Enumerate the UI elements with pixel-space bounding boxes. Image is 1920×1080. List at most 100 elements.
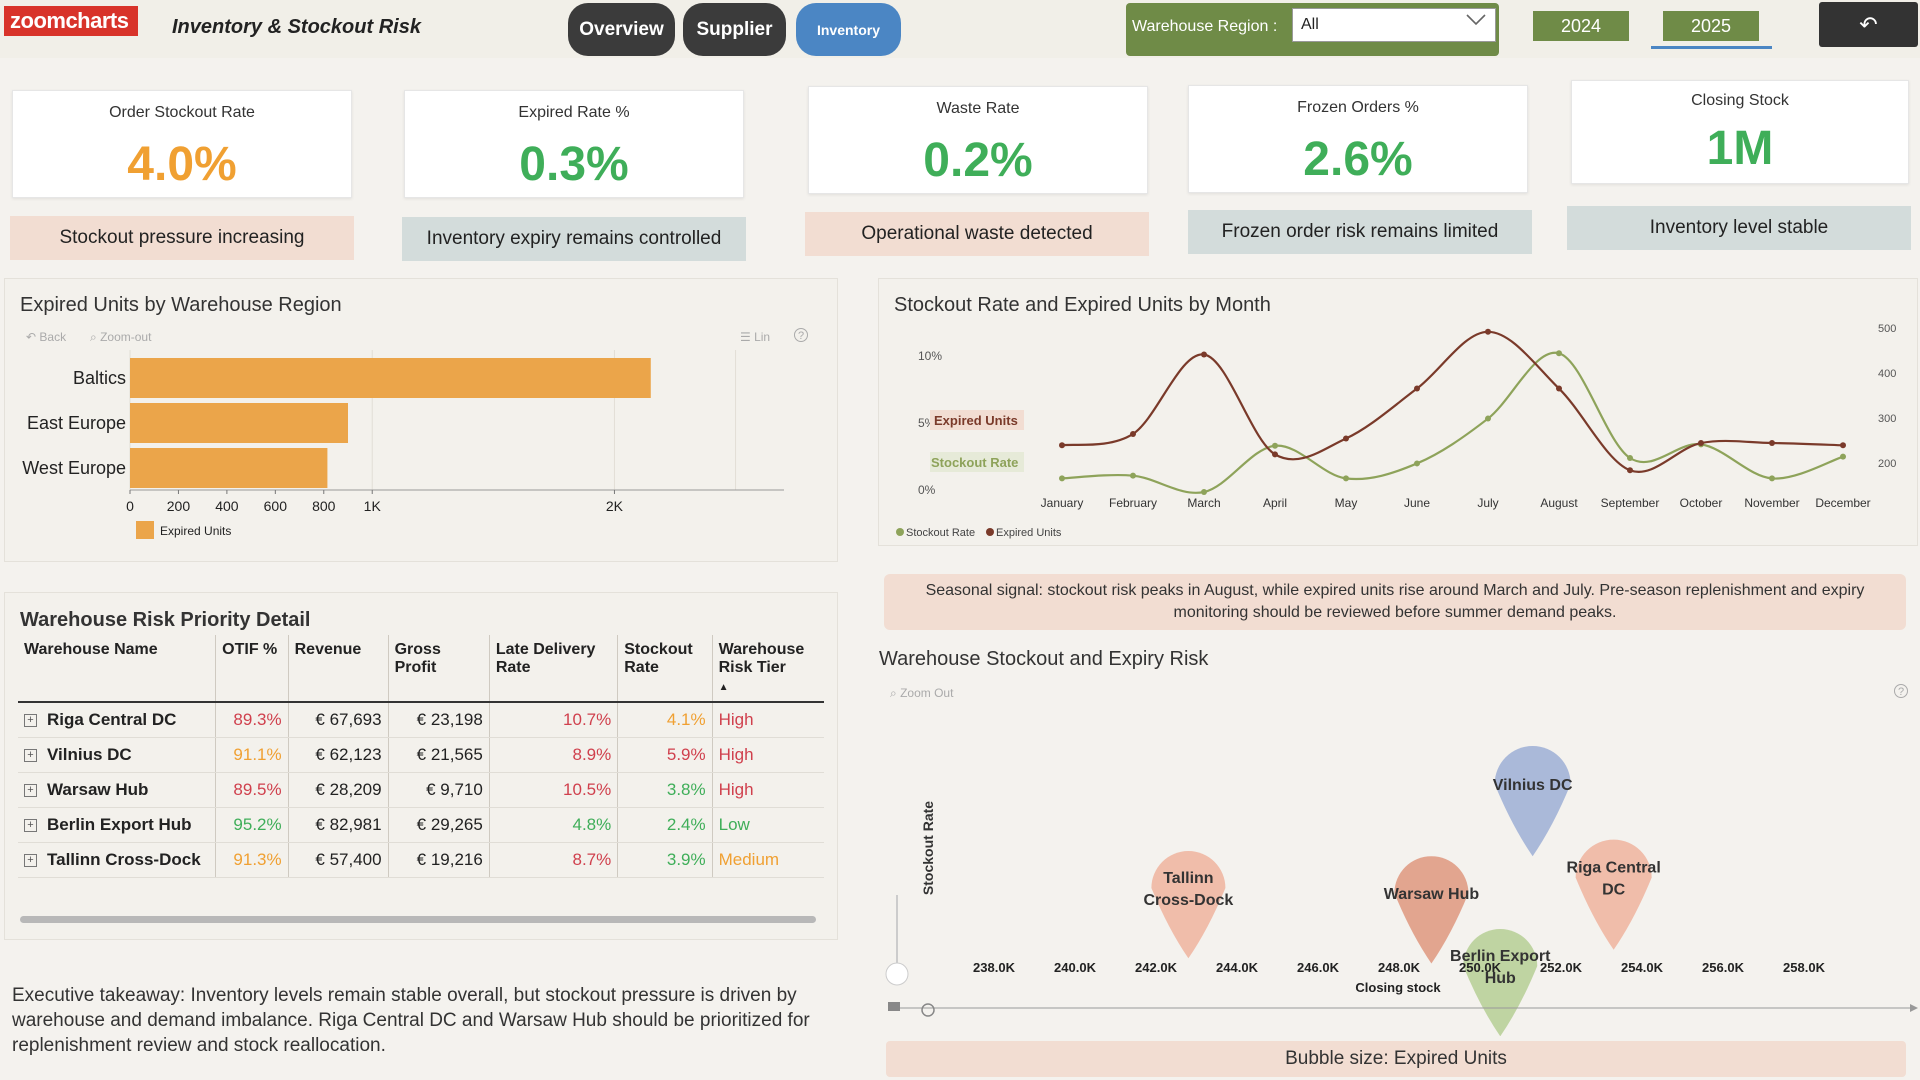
warehouse-name-cell[interactable]: + Tallinn Cross-Dock [18,842,216,878]
otif-cell: 89.3% [215,702,289,738]
col-warehouse-name[interactable]: Warehouse Name [18,635,216,703]
table-row[interactable]: + Vilnius DC 91.1% € 62,123 € 21,565 8.9% 5.9%… [18,737,824,773]
x-tick-label: 2K [606,498,624,514]
table-row[interactable]: + Tallinn Cross-Dock 91.3% € 57,400 € 19,216… [18,842,824,878]
expand-icon[interactable]: + [24,854,37,868]
series-point [1485,328,1491,335]
x-tick-label: 244.0K [1216,960,1259,975]
timeline-arrow-icon [1910,1004,1918,1012]
year-2024-button[interactable]: 2024 [1533,11,1629,41]
warehouse-name: Berlin Export Hub [47,815,192,834]
legend-label: Expired Units [996,527,1062,539]
zoom-out-button[interactable]: ⌕ Zoom-out [90,330,152,344]
expand-icon[interactable]: + [24,714,37,728]
bar [130,358,651,398]
col-revenue[interactable]: Revenue [287,635,389,703]
monthly-trend-panel [878,278,1918,546]
kpi-card-expired-rate: Expired Rate % 0.3% [404,90,744,198]
bubble-marker [1494,746,1571,857]
month-label: October [1680,496,1723,510]
year-2025-button[interactable]: 2025 [1663,11,1759,41]
series-point [1059,442,1065,449]
warehouse-bubble-chart: Stockout Rate Vilnius DC Riga Central DC Tal… [885,746,1918,1036]
warehouse-name-cell[interactable]: + Warsaw Hub [18,772,216,808]
help-icon[interactable]: ? [794,328,808,342]
bubble-label: Berlin Export [1450,948,1551,965]
series-line [1061,351,1844,494]
bubble-label: Hub [1485,970,1516,987]
chevron-down-icon[interactable] [1466,13,1486,29]
pin-icon [921,1003,935,1017]
x-tick-label: 240.0K [1054,960,1097,975]
bar-category-label: West Europe [22,458,126,478]
bubble-marker [1575,839,1652,950]
col-gross-profit[interactable]: Gross Profit [387,635,490,703]
bar [130,448,328,488]
warehouse-risk-table: Warehouse Name OTIF % Revenue Gross Prof… [18,635,824,878]
stockout-rate-cell: 5.9% [617,737,713,773]
kpi-title: Expired Rate % [518,104,630,121]
col-stockout-rate[interactable]: Stockout Rate [617,635,713,703]
line-chart-title: Stockout Rate and Expired Units by Month [894,294,1271,316]
executive-takeaway: Executive takeaway: Inventory levels rem… [12,985,810,1056]
scale-label: Lin [754,330,771,344]
region-select[interactable]: All [1292,8,1496,42]
scale-toggle[interactable]: ☰ Lin [740,330,771,344]
x-tick-label: 242.0K [1135,960,1178,975]
gross-profit-cell: € 9,710 [387,772,490,808]
otif-cell: 95.2% [215,807,289,843]
bubble-label: Tallinn [1163,870,1213,887]
expired-chart-title: Expired Units by Warehouse Region [20,294,342,316]
risk-tier-cell: Medium [711,842,824,878]
x-tick-label: 258.0K [1783,960,1826,975]
table-row[interactable]: + Warsaw Hub 89.5% € 28,209 € 9,710 10.5% 3.8%… [18,772,824,808]
warehouse-name-cell[interactable]: + Berlin Export Hub [18,807,216,843]
warehouse-name-cell[interactable]: + Riga Central DC [18,702,216,738]
col-late-delivery[interactable]: Late Delivery Rate [488,635,618,703]
legend-swatch [136,521,154,539]
y-axis-label: Stockout Rate [920,801,936,895]
risk-tier-cell: Low [711,807,824,843]
kpi-card-stockout: Order Stockout Rate 4.0% [12,90,352,198]
back-button[interactable]: ↶ Back [26,330,67,344]
expand-icon[interactable]: + [24,749,37,763]
table-row[interactable]: + Berlin Export Hub 95.2% € 82,981 € 29,265 4… [18,807,824,843]
x-tick-label: 254.0K [1621,960,1664,975]
camera-icon [888,1002,900,1011]
col-otif[interactable]: OTIF % [215,635,289,703]
kpi-title: Closing Stock [1691,92,1789,109]
nav-inventory-button[interactable]: Inventory [796,3,901,56]
series-point [1769,440,1775,447]
col-risk-tier[interactable]: Warehouse Risk Tier ▲ [711,635,824,703]
table-row[interactable]: + Riga Central DC 89.3% € 67,693 € 23,198 10.… [18,702,824,738]
x-tick-label: 250.0K [1459,960,1502,975]
region-filter-label: Warehouse Region : [1132,18,1278,35]
nav-supplier-button[interactable]: Supplier [683,3,786,56]
revenue-cell: € 67,693 [287,702,389,738]
late-delivery-cell: 8.9% [488,737,618,773]
month-label: May [1335,496,1358,510]
warehouse-name-cell[interactable]: + Vilnius DC [18,737,216,773]
expand-icon[interactable]: + [24,819,37,833]
series-point [1201,351,1207,358]
x-tick-label: 238.0K [973,960,1016,975]
risk-tier-cell: High [711,737,824,773]
series-point [1414,385,1420,392]
otif-cell: 91.1% [215,737,289,773]
bubble-size-note: Bubble size: Expired Units [886,1041,1906,1077]
month-label: July [1477,496,1498,510]
bubble-zoom-out-button[interactable]: ⌕ Zoom Out [890,686,954,700]
nav-overview-button[interactable]: Overview [568,3,675,56]
month-label: December [1815,496,1870,510]
month-label: January [1041,496,1084,510]
y-left-tick: 0% [918,483,936,497]
bubble-help-icon[interactable]: ? [1894,684,1908,698]
reset-button[interactable]: ↶ [1819,2,1918,47]
table-horizontal-scrollbar[interactable] [20,916,816,923]
series-point [1840,453,1846,460]
x-tick-label: 256.0K [1702,960,1745,975]
x-tick-label: 248.0K [1378,960,1421,975]
table-title: Warehouse Risk Priority Detail [20,609,311,631]
expand-icon[interactable]: + [24,784,37,798]
bubble-label: Cross-Dock [1143,892,1233,909]
